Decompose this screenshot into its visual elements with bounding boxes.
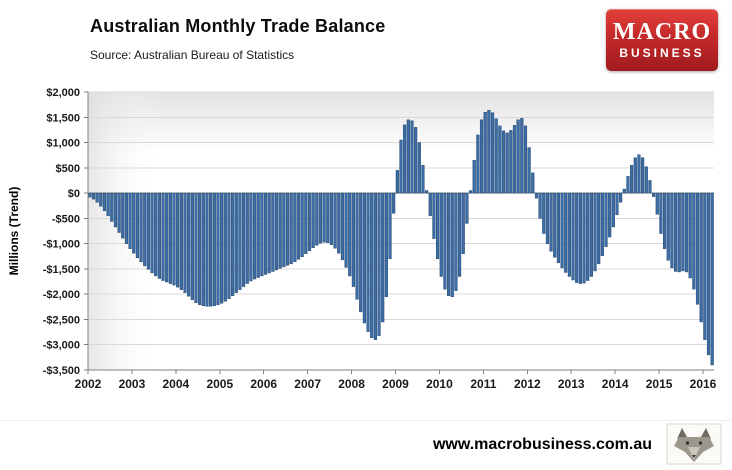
svg-text:-$1,000: -$1,000: [43, 239, 80, 251]
y-axis-title: Millions (Trend): [7, 187, 21, 276]
svg-text:2010: 2010: [426, 377, 453, 391]
footer-bar: www.macrobusiness.com.au: [0, 420, 732, 467]
y-axis-labels: $2,000 $1,500 $1,000 $500 $0 -$500 -$1,000 -$1,…: [43, 87, 80, 377]
svg-text:2005: 2005: [206, 377, 233, 391]
svg-text:-$2,500: -$2,500: [43, 314, 80, 326]
svg-text:2012: 2012: [514, 377, 541, 391]
wolf-logo: [666, 423, 722, 465]
logo-text-macro: MACRO: [612, 18, 712, 45]
trade-balance-bars: [88, 109, 714, 366]
svg-text:$0: $0: [68, 188, 80, 200]
x-axis-labels: 2002 2003 2004 2005 2006 2007 2008 2009 2010 2011…: [75, 377, 717, 391]
chart-canvas: $2,000 $1,500 $1,000 $500 $0 -$500 -$1,000 -$1,…: [7, 87, 717, 391]
source-caption: Source: Australian Bureau of Statistics: [90, 48, 295, 62]
logo-text-business: BUSINESS: [619, 45, 705, 60]
svg-text:$1,500: $1,500: [46, 112, 80, 124]
svg-text:2006: 2006: [250, 377, 277, 391]
svg-text:2013: 2013: [558, 377, 585, 391]
svg-text:2004: 2004: [163, 377, 190, 391]
svg-text:2008: 2008: [338, 377, 365, 391]
svg-text:2003: 2003: [119, 377, 146, 391]
svg-text:-$1,500: -$1,500: [43, 264, 80, 276]
svg-text:$2,000: $2,000: [46, 87, 80, 99]
svg-text:2011: 2011: [470, 377, 496, 391]
page-title: Australian Monthly Trade Balance: [90, 16, 386, 36]
svg-text:-$3,000: -$3,000: [43, 340, 80, 352]
svg-text:2002: 2002: [75, 377, 102, 391]
svg-text:2009: 2009: [382, 377, 409, 391]
svg-text:-$500: -$500: [52, 213, 80, 225]
svg-text:2007: 2007: [294, 377, 321, 391]
trade-balance-chart: $2,000 $1,500 $1,000 $500 $0 -$500 -$1,000 -$1,…: [0, 78, 732, 422]
axes: [87, 92, 714, 374]
svg-text:-$2,000: -$2,000: [43, 289, 80, 301]
svg-text:$1,000: $1,000: [46, 138, 80, 150]
svg-text:2016: 2016: [690, 377, 717, 391]
svg-text:$500: $500: [56, 163, 80, 175]
macrobusiness-logo: MACRO BUSINESS: [606, 9, 718, 71]
svg-text:2014: 2014: [602, 377, 629, 391]
svg-text:2015: 2015: [646, 377, 673, 391]
website-url: www.macrobusiness.com.au: [432, 436, 652, 453]
svg-text:-$3,500: -$3,500: [43, 365, 80, 377]
